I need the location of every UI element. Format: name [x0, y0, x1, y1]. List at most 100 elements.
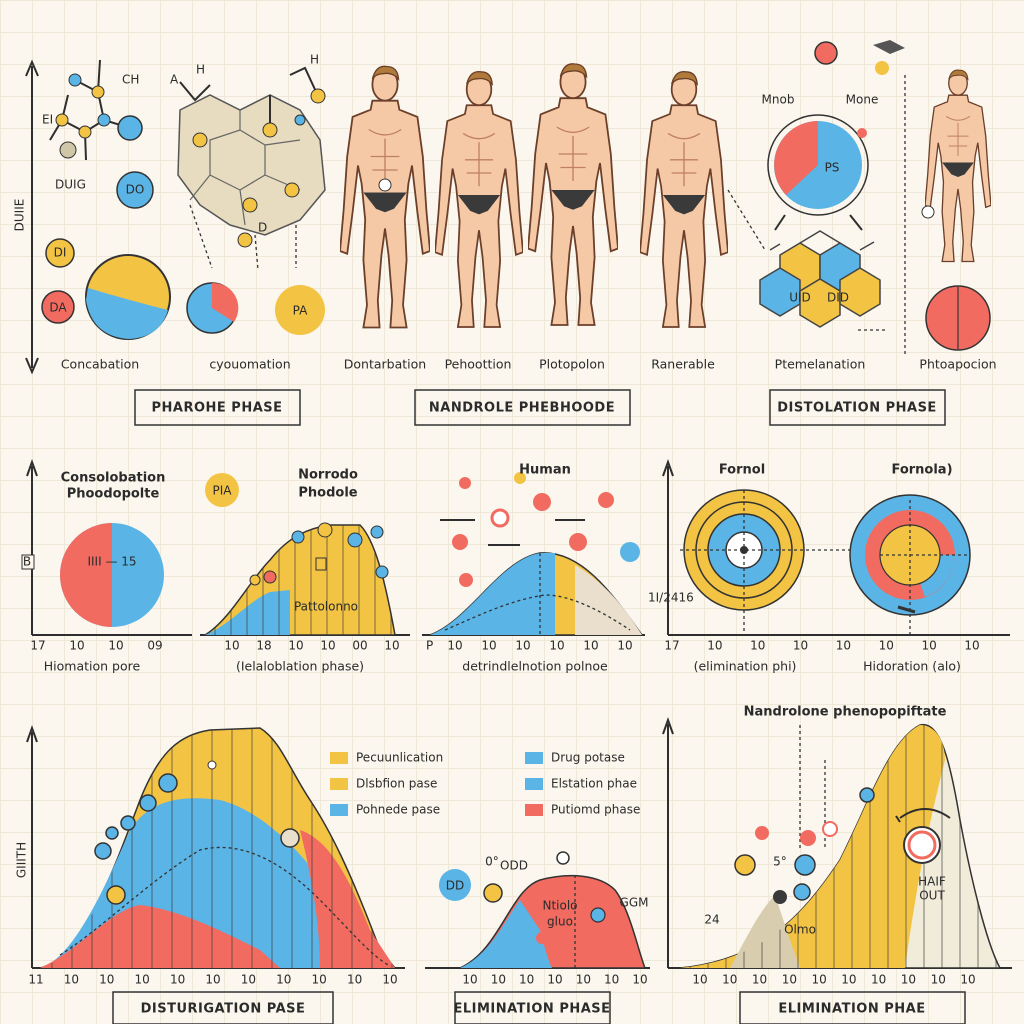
phase-boxes [112, 991, 966, 1024]
phase-label: NANDROLE PHEBHOODE [429, 401, 615, 416]
bottom-chart-1-part [106, 885, 126, 905]
middle-panel-2-part [375, 565, 389, 579]
phase-boxes-part [769, 389, 946, 426]
legend-swatch [525, 752, 543, 764]
bottom-chart-1-part [207, 760, 217, 770]
tick-label: 10 [960, 973, 975, 987]
tick-label: 10 [224, 639, 239, 653]
side-label: P [426, 639, 433, 653]
legend-label: Pecuunlication [356, 751, 443, 765]
molecule-part [275, 285, 325, 335]
middle-axes-part [26, 459, 192, 636]
bottom-chart-2-part [483, 883, 503, 903]
caption: Hidoration (alo) [863, 659, 961, 674]
top-axis [25, 59, 39, 375]
pie-panel-part [759, 230, 881, 328]
atom-label: DO [126, 183, 145, 197]
axis-label: GIIITH [15, 842, 29, 878]
bottom-chart-1-part [59, 846, 391, 967]
atom-label: CH [122, 73, 139, 87]
bottom-chart-3-part [755, 826, 769, 840]
phase-boxes-part [134, 389, 301, 426]
tick-label: 10 [692, 973, 707, 987]
caption: detrindlelnotion polnoe [462, 659, 608, 674]
phase-boxes-part [414, 389, 631, 426]
pie-label: Mone [846, 93, 879, 107]
middle-panel-3-part [459, 573, 473, 587]
middle-panel-3-part [598, 492, 614, 508]
molecule-part [310, 88, 326, 104]
tick-label: 10 [312, 973, 327, 987]
atom-label: EI [42, 113, 53, 127]
bottom-chart-3-part [680, 725, 945, 968]
legend-label: Pohnede pase [356, 803, 440, 817]
bottom-chart-3-part [773, 890, 787, 904]
panel-title: Fornol [719, 463, 765, 478]
middle-panel-4-part [680, 490, 850, 635]
bottom-chart-2-part [439, 869, 471, 901]
tick-label: 10 [722, 973, 737, 987]
phase-label: DISTURIGATION PASE [141, 1002, 306, 1017]
bottom-chart-1-part [158, 773, 178, 793]
phase-label: ELIMINATION PHAE [778, 1002, 925, 1017]
molecule-part [78, 125, 92, 139]
tick-label: 10 [384, 639, 399, 653]
middle-panel-3-part [459, 477, 471, 489]
tick-label: 10 [549, 639, 564, 653]
middle-panel-1-part [60, 523, 112, 627]
middle-panel-3-part [575, 565, 642, 635]
pie-panel-part [814, 41, 838, 65]
molecule-part [91, 85, 105, 99]
node-label: GGM [620, 896, 649, 910]
tick-label: 10 [135, 973, 150, 987]
molecule-part [116, 171, 154, 209]
legend-swatch [525, 804, 543, 816]
tick-label: 10 [841, 973, 856, 987]
tick-label: 10 [288, 639, 303, 653]
human-figures-part [640, 70, 728, 328]
tick-label: 10 [879, 639, 894, 653]
legend-swatch [525, 778, 543, 790]
bottom-chart-1-part [40, 905, 280, 968]
caption: Concabation [61, 357, 139, 372]
tick-label: 10 [382, 973, 397, 987]
bottom-chart-1-part [120, 815, 136, 831]
caption: Phtoapocion [919, 357, 996, 372]
human-figures-part [925, 69, 991, 263]
tick-label: 10 [931, 973, 946, 987]
panel-title: Fornola) [891, 463, 952, 478]
bottom-chart-3-part [859, 787, 875, 803]
panel-title: Norrodo [298, 468, 358, 483]
middle-panel-3-part [514, 472, 526, 484]
molecule-part [294, 114, 306, 126]
tick-label: 10 [205, 973, 220, 987]
tick-label: 17 [664, 639, 679, 653]
pie-panel-part [858, 75, 906, 355]
bottom-chart-1-part [139, 794, 157, 812]
tick-label: 10 [320, 639, 335, 653]
molecule-part [237, 232, 253, 248]
middle-panel-2-part [263, 570, 277, 584]
phase-boxes-part [739, 991, 966, 1024]
tick-label: 10 [707, 639, 722, 653]
middle-panel-2-part [347, 532, 363, 548]
tick-label: 10 [793, 639, 808, 653]
tick-label: 10 [871, 973, 886, 987]
middle-panel-3-part [452, 534, 468, 550]
atom-label: H [310, 53, 319, 67]
legend: Pecuunlication Dlsbfion pase Pohnede pase D… [330, 751, 640, 817]
bottom-chart-2 [439, 851, 647, 969]
node-label: Ntiolo [542, 899, 577, 913]
bottom-chart-3-part [800, 830, 816, 846]
middle-panel-1 [60, 473, 239, 627]
tick-label: 10 [241, 973, 256, 987]
tick-label: 10 [519, 973, 534, 987]
molecule [41, 59, 326, 340]
atom-label: DI [54, 246, 67, 260]
middle-panel-3 [429, 472, 644, 636]
atom-label: DA [49, 301, 67, 315]
bottom-chart-2-part [590, 907, 606, 923]
node-label: 24 [704, 913, 719, 927]
middle-panel-4-part [897, 605, 916, 614]
pie-label: Mnob [762, 93, 795, 107]
